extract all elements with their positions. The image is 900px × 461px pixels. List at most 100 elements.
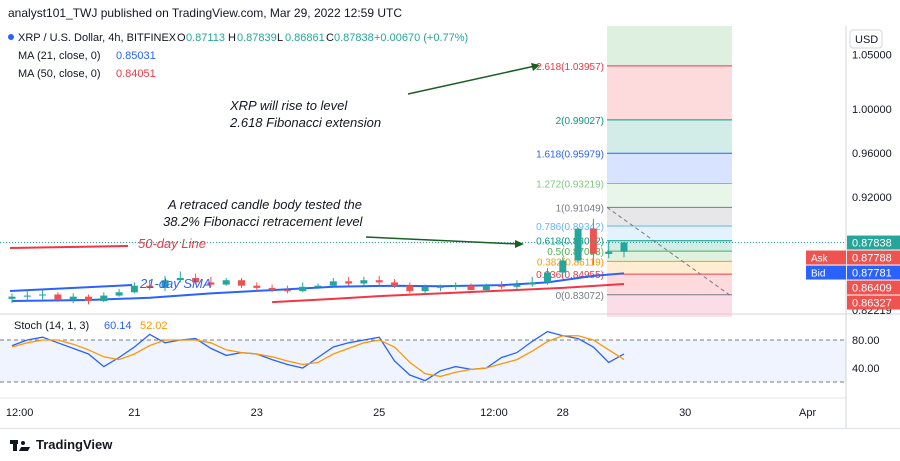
candle-body — [436, 286, 444, 288]
candle-body — [375, 280, 383, 283]
legend: XRP / U.S. Dollar, 4h, BITFINEX O 0.8711… — [8, 32, 468, 80]
candle-body — [283, 290, 291, 292]
fib-zone — [607, 251, 732, 262]
fib-level-label: 0.382(0.86119) — [537, 257, 604, 268]
fib-zone — [607, 65, 732, 120]
candle-body — [115, 292, 123, 296]
price-badge-value: 0.87788 — [852, 253, 892, 265]
candle-body — [360, 280, 368, 284]
fib-level-label: 1.618(0.95979) — [536, 149, 604, 160]
fib-level-label: 1(0.91049) — [556, 203, 604, 214]
stoch-k-value: 60.14 — [104, 320, 132, 332]
price-badge-box — [847, 235, 900, 250]
price-badge-last: 0.87838 — [847, 235, 900, 250]
axes: 1.050001.000000.960000.920000.8221980.00… — [0, 49, 900, 419]
fib-zone — [607, 274, 732, 295]
candle-body — [253, 285, 261, 288]
ma50-line — [272, 283, 625, 304]
candle-body — [268, 287, 276, 291]
candle-body — [85, 296, 92, 302]
high-value: 0.87839 — [237, 32, 277, 44]
annotations: XRP will rise to level 2.618 Fibonacci e… — [9, 63, 540, 292]
candle-body — [513, 284, 521, 287]
candle-body — [130, 285, 138, 293]
rise-note-line2: 2.618 Fibonacci extension — [229, 115, 381, 130]
retrace-arrow-line — [365, 236, 519, 245]
time-tick-label: 30 — [679, 407, 691, 419]
candle-body — [482, 285, 490, 291]
rise-note-line1: XRP will rise to level — [229, 98, 348, 113]
fib-level-label: 2(0.99027) — [556, 116, 604, 127]
fib-level-label: 0.236(0.84955) — [536, 270, 604, 281]
retrace-arrow-head-icon — [515, 240, 524, 248]
candle-body — [467, 285, 475, 291]
candle-body — [176, 278, 184, 281]
ma50-value: 0.84051 — [116, 68, 156, 80]
price-badge-value: 0.86409 — [852, 283, 892, 295]
stoch-d-value: 52.02 — [140, 320, 168, 332]
retrace-note-line2: 38.2% Fibonacci retracement level — [163, 214, 364, 229]
close-value: 0.87838 — [334, 32, 374, 44]
fib-zone — [607, 183, 732, 208]
fibonacci-tool[interactable]: 0(0.83072) 0.236(0.84955) 0.382(0.86119) 0.… — [536, 26, 733, 317]
price-badge-tag — [806, 265, 846, 280]
fib-zone — [607, 240, 732, 252]
fib-level-label: 2.618(1.03957) — [536, 62, 604, 73]
candle-body — [544, 272, 551, 283]
time-tick-label: 28 — [557, 407, 569, 419]
stoch-band-fill — [0, 340, 846, 382]
candle-body — [161, 280, 169, 288]
fib-level-label: 1.272(0.93219) — [536, 180, 604, 191]
symbol-title: XRP / U.S. Dollar, 4h, BITFINEX — [18, 32, 177, 44]
candle-body — [345, 281, 353, 284]
published-text: analyst101_TWJ published on TradingView.… — [8, 6, 402, 20]
candle-body — [54, 294, 62, 300]
fib-zone — [607, 261, 732, 275]
ma21-line-label: 21-day SMA — [139, 276, 212, 291]
rise-arrow-line — [407, 65, 536, 95]
candle-body — [222, 280, 230, 285]
candle-body — [23, 295, 31, 297]
candle-body — [391, 282, 398, 286]
candle-body — [146, 285, 154, 288]
tradingview-logo[interactable]: TradingView — [10, 437, 112, 452]
ma21-value: 0.85031 — [116, 50, 156, 62]
price-badge-tag-label: Ask — [811, 254, 829, 265]
stoch-label: Stoch (14, 1, 3) — [14, 320, 89, 332]
stoch-k-line — [11, 330, 625, 382]
candle-body — [620, 242, 628, 252]
candle-body — [528, 282, 536, 285]
currency-button-frame — [849, 29, 883, 49]
rise-arrow-head-icon — [531, 63, 540, 71]
price-badge-ma: 0.86409 — [847, 280, 900, 295]
ma21-line — [11, 272, 625, 303]
price-badge-bid: Bid 0.87781 — [806, 265, 900, 280]
ma50-label-line — [9, 245, 129, 249]
candle-body — [559, 260, 567, 273]
candle-body — [329, 281, 337, 286]
fib-zone — [607, 119, 732, 154]
stoch-legend: Stoch (14, 1, 3) 60.14 52.02 — [14, 320, 168, 332]
fib-zone-top — [607, 26, 732, 66]
candle-body — [299, 286, 307, 292]
high-label: H — [228, 32, 236, 44]
chart-area[interactable]: 0(0.83072) 0.236(0.84955) 0.382(0.86119) 0.… — [0, 26, 900, 428]
price-badge-value: 0.87838 — [852, 238, 892, 250]
price-badge-box — [847, 250, 900, 265]
currency-button[interactable]: USD — [849, 29, 883, 49]
time-tick-label: 25 — [373, 407, 385, 419]
ma50-line-label: 50-day Line — [138, 236, 206, 251]
symbol-dot-icon — [8, 34, 14, 40]
candle-body — [314, 285, 322, 287]
tradingview-logo-text: TradingView — [36, 437, 113, 452]
stoch-tick-label: 40.00 — [852, 363, 880, 375]
low-label: L — [277, 32, 283, 44]
price-badge-tag — [806, 250, 846, 265]
moving-averages — [11, 272, 625, 304]
price-badge-ask: Ask 0.87788 — [806, 250, 900, 265]
candle-body — [452, 285, 460, 287]
price-badge-ma: 0.86327 — [847, 295, 900, 310]
time-tick-label: 21 — [128, 407, 140, 419]
price-badge-tag-label: Bid — [811, 269, 825, 280]
change-value: +0.00670 (+0.77%) — [374, 32, 468, 44]
